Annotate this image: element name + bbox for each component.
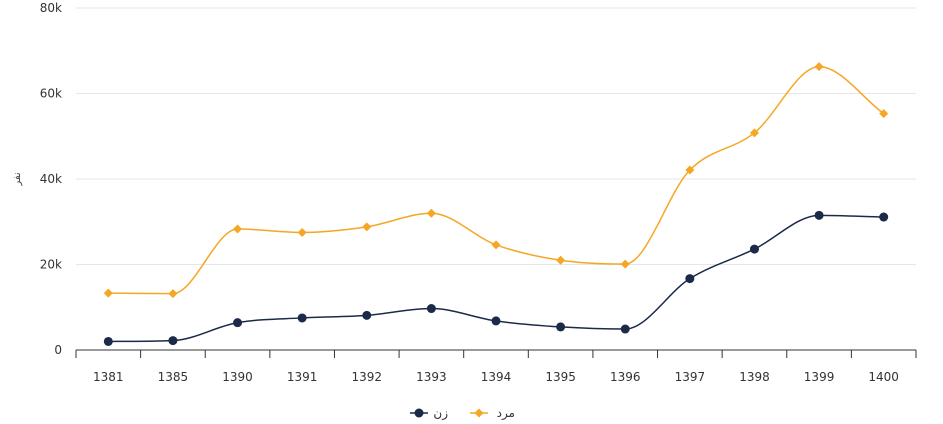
data-point bbox=[362, 222, 372, 232]
grid-lines bbox=[76, 7, 916, 265]
x-tick-label: 1396 bbox=[610, 370, 641, 384]
legend: زن مرد bbox=[410, 406, 515, 421]
data-point bbox=[491, 240, 501, 250]
data-point bbox=[749, 244, 759, 254]
data-point bbox=[556, 255, 566, 265]
legend-marker bbox=[474, 408, 484, 418]
y-tick-label: 20k bbox=[40, 258, 62, 272]
data-point bbox=[103, 336, 113, 346]
legend-label: مرد bbox=[497, 406, 515, 421]
series-line bbox=[108, 65, 885, 295]
data-point bbox=[620, 324, 630, 334]
y-axis-ticks: 0 20k 40k 60k 80k bbox=[40, 1, 62, 357]
x-tick-label: 1395 bbox=[545, 370, 576, 384]
data-point bbox=[620, 259, 630, 269]
y-axis-label: نفر bbox=[12, 172, 23, 186]
y-tick-label: 60k bbox=[40, 87, 62, 101]
data-point bbox=[814, 62, 824, 72]
data-point bbox=[168, 289, 178, 299]
x-tick-label: 1392 bbox=[351, 370, 382, 384]
x-tick-label: 1391 bbox=[287, 370, 318, 384]
series-lines bbox=[103, 62, 889, 346]
data-point bbox=[814, 210, 824, 220]
x-tick-label: 1393 bbox=[416, 370, 447, 384]
data-point bbox=[879, 109, 889, 119]
series-1 bbox=[103, 210, 889, 346]
data-point bbox=[426, 208, 436, 218]
x-tick-label: 1398 bbox=[739, 370, 770, 384]
data-point bbox=[362, 310, 372, 320]
x-tick-label: 1381 bbox=[93, 370, 124, 384]
data-point bbox=[297, 313, 307, 323]
y-tick-label: 40k bbox=[40, 172, 62, 186]
data-point bbox=[685, 274, 695, 284]
data-point bbox=[297, 227, 307, 237]
data-point bbox=[103, 288, 113, 298]
y-tick-label: 80k bbox=[40, 1, 62, 15]
x-axis: 1381 1385 1390 1391 1392 1393 1394 1395 1396 1397… bbox=[75, 349, 917, 384]
legend-item-2[interactable]: مرد bbox=[470, 406, 515, 421]
data-point bbox=[879, 212, 889, 222]
y-axis-label-group: نفر bbox=[12, 172, 23, 186]
legend-marker bbox=[414, 408, 424, 418]
data-point bbox=[749, 128, 759, 138]
x-tick-label: 1397 bbox=[675, 370, 706, 384]
data-point bbox=[491, 316, 501, 326]
x-tick-label: 1399 bbox=[804, 370, 835, 384]
legend-item-1[interactable]: زن bbox=[410, 406, 448, 421]
data-point bbox=[556, 322, 566, 332]
x-tick-label: 1394 bbox=[481, 370, 512, 384]
x-tick-label: 1400 bbox=[868, 370, 899, 384]
data-point bbox=[233, 318, 243, 328]
legend-label: زن bbox=[433, 406, 448, 421]
data-point bbox=[168, 336, 178, 346]
data-point bbox=[426, 304, 436, 314]
series-2 bbox=[103, 62, 889, 299]
data-point bbox=[685, 165, 695, 175]
y-tick-label: 0 bbox=[54, 343, 62, 357]
x-tick-label: 1390 bbox=[222, 370, 253, 384]
x-tick-label: 1385 bbox=[158, 370, 189, 384]
data-point bbox=[233, 224, 243, 234]
